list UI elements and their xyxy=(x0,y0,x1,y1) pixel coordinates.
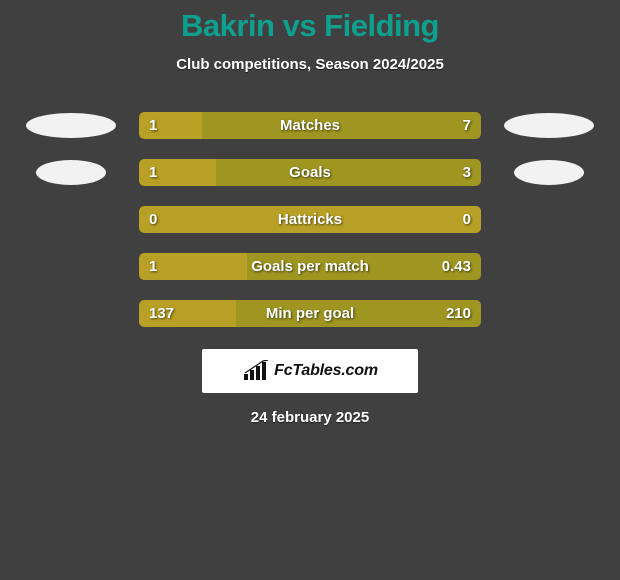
right-logo-slot xyxy=(499,299,599,327)
right-value: 210 xyxy=(446,300,471,327)
right-value: 7 xyxy=(463,112,471,139)
left-logo-slot xyxy=(21,252,121,280)
stat-label: Goals xyxy=(289,159,331,186)
left-value: 1 xyxy=(149,112,157,139)
right-value: 3 xyxy=(463,159,471,186)
stat-row: 1 Goals 3 xyxy=(0,158,620,186)
stat-bar: 1 Matches 7 xyxy=(139,112,481,139)
right-logo-slot xyxy=(499,205,599,233)
bar-right-fill xyxy=(202,112,481,139)
right-value: 0 xyxy=(463,206,471,233)
stat-bar: 0 Hattricks 0 xyxy=(139,206,481,233)
stat-bar: 1 Goals 3 xyxy=(139,159,481,186)
comparison-card: Bakrin vs Fielding Club competitions, Se… xyxy=(0,0,620,426)
stat-row: 1 Goals per match 0.43 xyxy=(0,252,620,280)
stat-row: 0 Hattricks 0 xyxy=(0,205,620,233)
left-value: 1 xyxy=(149,159,157,186)
left-logo-slot xyxy=(21,299,121,327)
left-logo-slot xyxy=(21,111,121,139)
subtitle: Club competitions, Season 2024/2025 xyxy=(176,56,444,73)
left-value: 1 xyxy=(149,253,157,280)
page-title: Bakrin vs Fielding xyxy=(181,8,439,44)
left-value: 137 xyxy=(149,300,174,327)
brand-label: FcTables.com xyxy=(274,362,378,380)
stat-row: 1 Matches 7 xyxy=(0,111,620,139)
bars-icon xyxy=(242,360,270,382)
club-logo-placeholder xyxy=(504,113,594,138)
right-logo-slot xyxy=(499,158,599,186)
left-logo-slot xyxy=(21,158,121,186)
stat-bar: 137 Min per goal 210 xyxy=(139,300,481,327)
left-value: 0 xyxy=(149,206,157,233)
stat-label: Min per goal xyxy=(266,300,354,327)
club-logo-placeholder xyxy=(26,113,116,138)
stat-row: 137 Min per goal 210 xyxy=(0,299,620,327)
stat-bar: 1 Goals per match 0.43 xyxy=(139,253,481,280)
bar-right-fill xyxy=(216,159,481,186)
left-logo-slot xyxy=(21,205,121,233)
right-logo-slot xyxy=(499,111,599,139)
date-label: 24 february 2025 xyxy=(251,409,369,426)
right-value: 0.43 xyxy=(442,253,471,280)
brand-plate: FcTables.com xyxy=(202,349,418,393)
club-logo-placeholder xyxy=(36,160,106,185)
stat-label: Hattricks xyxy=(278,206,342,233)
stats-list: 1 Matches 7 1 Goals 3 xyxy=(0,111,620,327)
stat-label: Matches xyxy=(280,112,340,139)
right-logo-slot xyxy=(499,252,599,280)
club-logo-placeholder xyxy=(514,160,584,185)
stat-label: Goals per match xyxy=(251,253,369,280)
